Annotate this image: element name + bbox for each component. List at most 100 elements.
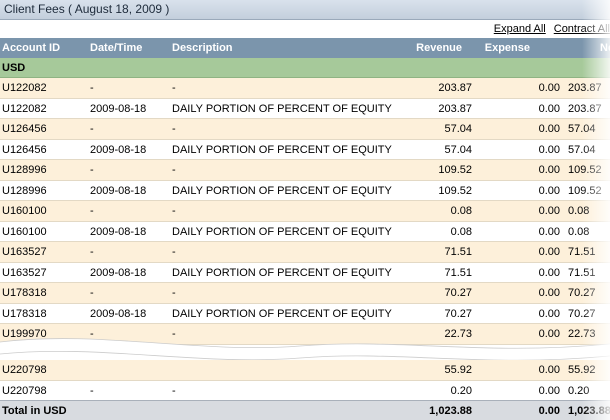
table-row[interactable]: U126456 2009-08-18 DAILY PORTION OF PERCEN… <box>0 139 610 160</box>
account-id-cell: U160100 <box>2 225 47 238</box>
description-cell: - <box>172 384 176 397</box>
expense-cell: 0.00 <box>538 225 560 238</box>
table-row[interactable]: U160100 2009-08-18 DAILY PORTION OF PERCEN… <box>0 221 610 242</box>
currency-group-row[interactable]: USD <box>0 58 610 78</box>
table-row[interactable]: U220798 - - 0.20 0.00 0.20 <box>0 380 610 401</box>
table-row[interactable]: U126456 - - 57.04 0.00 57.04 <box>0 119 610 140</box>
table-header: Account ID Date/Time Description Revenue… <box>0 38 610 58</box>
expense-cell: 0.00 <box>538 364 560 376</box>
table-row[interactable]: U178318 2009-08-18 DAILY PORTION OF PERCEN… <box>0 303 610 324</box>
description-cell: - <box>172 287 176 299</box>
net-cell: 55.92 <box>568 364 596 376</box>
revenue-cell: 203.87 <box>438 102 472 115</box>
table-row[interactable]: U122082 - - 203.87 0.00 203.87 <box>0 78 610 99</box>
revenue-cell: 71.51 <box>444 266 472 279</box>
net-cell: 57.04 <box>568 143 596 156</box>
account-id-cell: U128996 <box>2 164 47 176</box>
page-title: Client Fees ( August 18, 2009 ) <box>0 0 610 20</box>
total-revenue: 1,023.88 <box>429 405 472 417</box>
table-row[interactable]: U163527 2009-08-18 DAILY PORTION OF PERCEN… <box>0 262 610 283</box>
expense-cell: 0.00 <box>538 184 560 197</box>
net-cell: 71.51 <box>568 246 596 258</box>
datetime-cell: 2009-08-18 <box>90 266 147 279</box>
net-cell: 57.04 <box>568 123 596 135</box>
total-expense: 0.00 <box>538 405 560 417</box>
account-id-cell: U128996 <box>2 184 47 197</box>
expense-cell: 0.00 <box>538 287 560 299</box>
description-cell: DAILY PORTION OF PERCENT OF EQUITY <box>172 102 392 115</box>
description-cell: DAILY PORTION OF PERCENT OF EQUITY <box>172 184 392 197</box>
table-row[interactable]: U128996 2009-08-18 DAILY PORTION OF PERCEN… <box>0 180 610 201</box>
description-cell: DAILY PORTION OF PERCENT OF EQUITY <box>172 225 392 238</box>
datetime-cell: - <box>90 205 94 217</box>
description-cell: - <box>172 205 176 217</box>
description-cell: - <box>172 328 176 340</box>
table-row[interactable]: U220798 55.92 0.00 55.92 <box>0 360 610 381</box>
description-cell: DAILY PORTION OF PERCENT OF EQUITY <box>172 307 392 320</box>
account-id-cell: U122082 <box>2 82 47 94</box>
description-cell: - <box>172 164 176 176</box>
net-cell: 71.51 <box>568 266 596 279</box>
column-header-datetime[interactable]: Date/Time <box>90 42 143 54</box>
revenue-cell: 22.73 <box>444 328 472 340</box>
table-row[interactable]: U163527 - - 71.51 0.00 71.51 <box>0 242 610 263</box>
table-row[interactable]: U122082 2009-08-18 DAILY PORTION OF PERCEN… <box>0 98 610 119</box>
table-row[interactable]: U128996 - - 109.52 0.00 109.52 <box>0 160 610 181</box>
account-id-cell: U178318 <box>2 287 47 299</box>
account-id-cell: U163527 <box>2 266 47 279</box>
datetime-cell: - <box>90 246 94 258</box>
revenue-cell: 0.20 <box>450 384 472 397</box>
description-cell: DAILY PORTION OF PERCENT OF EQUITY <box>172 143 392 156</box>
account-id-cell: U126456 <box>2 123 47 135</box>
expense-cell: 0.00 <box>538 384 560 397</box>
contract-all-link[interactable]: Contract All <box>553 23 610 35</box>
table-row[interactable]: U160100 - - 0.08 0.00 0.08 <box>0 201 610 222</box>
column-header-description[interactable]: Description <box>172 42 233 54</box>
net-cell: 70.27 <box>568 287 596 299</box>
revenue-cell: 57.04 <box>444 123 472 135</box>
net-cell: 70.27 <box>568 307 596 320</box>
account-id-cell: U178318 <box>2 307 47 320</box>
description-cell: - <box>172 123 176 135</box>
total-row: Total in USD 1,023.88 0.00 1,023.88 <box>0 400 610 420</box>
expand-all-link[interactable]: Expand All <box>493 23 546 35</box>
description-cell: DAILY PORTION OF PERCENT OF EQUITY <box>172 266 392 279</box>
expense-cell: 0.00 <box>538 82 560 94</box>
datetime-cell: - <box>90 384 94 397</box>
revenue-cell: 71.51 <box>444 246 472 258</box>
net-cell: 203.87 <box>568 82 602 94</box>
fee-rows: U122082 - - 203.87 0.00 203.87 U122082 2009-08-… <box>0 78 610 345</box>
account-id-cell: U220798 <box>2 384 47 397</box>
table-row[interactable]: U199970 - - 22.73 0.00 22.73 <box>0 324 610 345</box>
net-cell: 0.20 <box>568 384 590 397</box>
datetime-cell: 2009-08-18 <box>90 184 147 197</box>
datetime-cell: - <box>90 287 94 299</box>
account-id-cell: U163527 <box>2 246 47 258</box>
revenue-cell: 203.87 <box>438 82 472 94</box>
revenue-cell: 109.52 <box>438 184 472 197</box>
datetime-cell: - <box>90 328 94 340</box>
datetime-cell: - <box>90 82 94 94</box>
expense-cell: 0.00 <box>538 307 560 320</box>
expense-cell: 0.00 <box>538 205 560 217</box>
expand-controls: Expand All Contract All <box>0 20 610 38</box>
table-row[interactable]: U178318 - - 70.27 0.00 70.27 <box>0 283 610 304</box>
expense-cell: 0.00 <box>538 328 560 340</box>
revenue-cell: 57.04 <box>444 143 472 156</box>
net-cell: 109.52 <box>568 184 602 197</box>
column-header-expense[interactable]: Expense <box>484 42 530 54</box>
datetime-cell: 2009-08-18 <box>90 307 147 320</box>
net-cell: 203.87 <box>568 102 602 115</box>
total-net: 1,023.88 <box>568 405 610 417</box>
expense-cell: 0.00 <box>538 102 560 115</box>
net-cell: 0.08 <box>568 205 590 217</box>
column-header-account-id[interactable]: Account ID <box>2 42 61 54</box>
column-header-net[interactable]: Net <box>600 42 610 54</box>
revenue-cell: 109.52 <box>438 164 472 176</box>
account-id-cell: U122082 <box>2 102 47 115</box>
total-label: Total in USD <box>2 405 67 417</box>
revenue-cell: 70.27 <box>444 307 472 320</box>
revenue-cell: 0.08 <box>450 205 472 217</box>
column-header-revenue[interactable]: Revenue <box>416 42 462 54</box>
fee-rows-bottom: U220798 55.92 0.00 55.92 U220798 - - 0.20 0.00 0.… <box>0 360 610 401</box>
